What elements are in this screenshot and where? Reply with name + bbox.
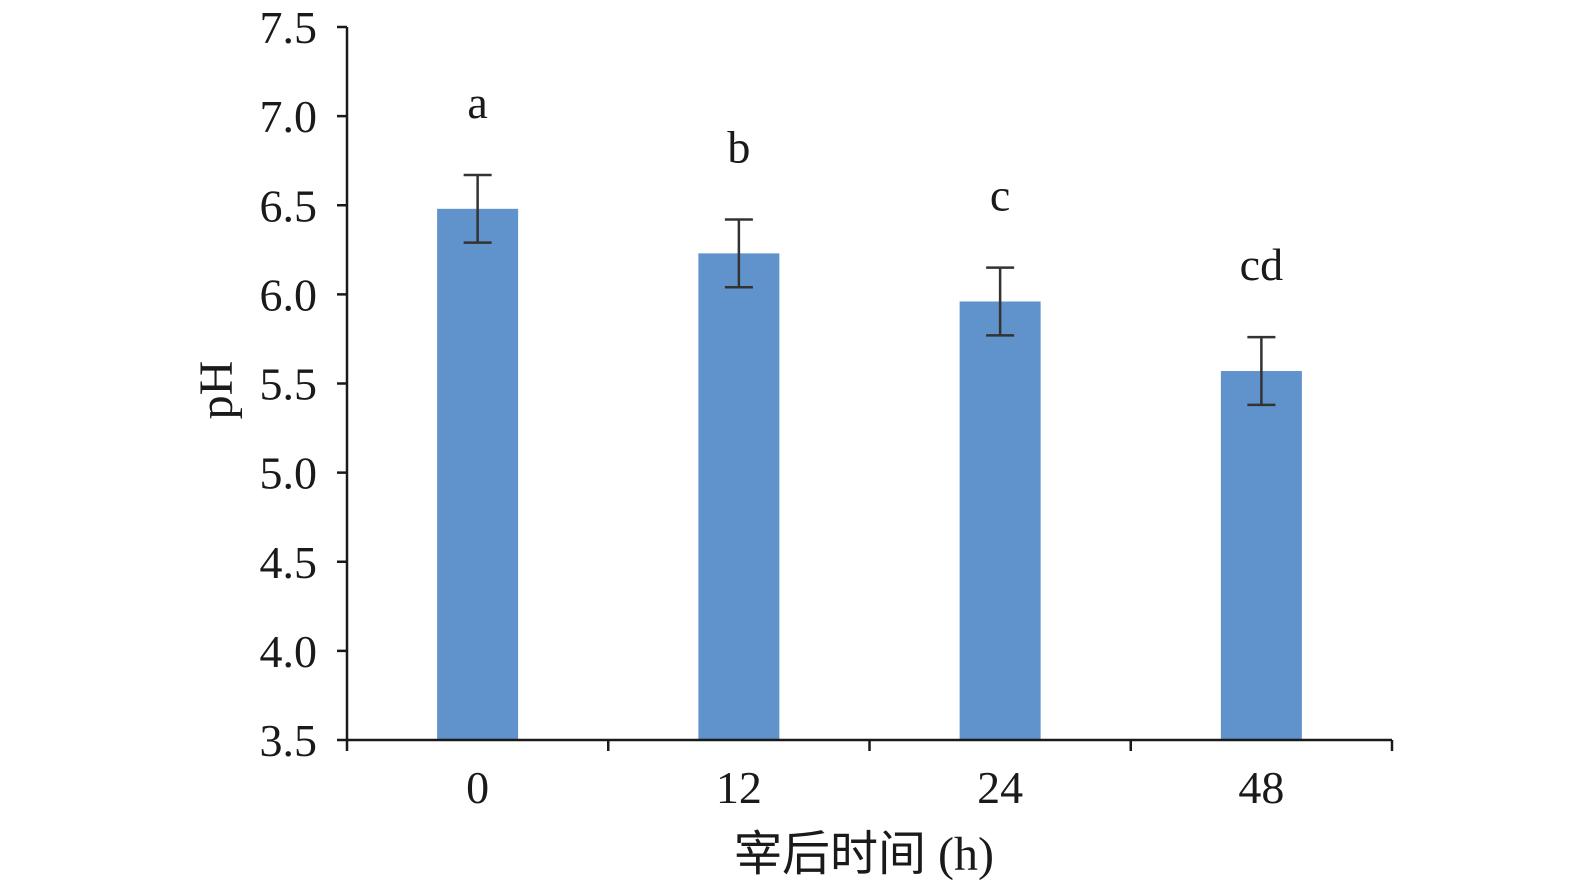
x-tick-label-0: 0 bbox=[466, 762, 489, 813]
x-tick-label-24: 24 bbox=[977, 762, 1023, 813]
axes-layer bbox=[337, 25, 1394, 751]
y-tick-label-4.5: 4.5 bbox=[260, 537, 318, 588]
y-tick-label-6.0: 6.0 bbox=[260, 269, 318, 320]
significance-label-0: a bbox=[467, 77, 487, 128]
y-tick-label-7.0: 7.0 bbox=[260, 91, 318, 142]
y-tick-label-6.5: 6.5 bbox=[260, 180, 318, 231]
y-tick-label-4.0: 4.0 bbox=[260, 626, 318, 677]
error-bar-24 bbox=[986, 266, 1015, 337]
bar-12 bbox=[698, 253, 780, 740]
bars-layer bbox=[437, 208, 1302, 740]
error-bar-48 bbox=[1247, 335, 1276, 407]
x-tick-label-48: 48 bbox=[1238, 762, 1284, 813]
y-tick-label-7.5: 7.5 bbox=[260, 2, 318, 53]
labels-layer: a 0 b 12 c 24 cd 48 3.5 4.0 4.5 5.0 5.5 6.0 6.5 7.0 7.5 bbox=[260, 2, 1285, 813]
error-bar-12 bbox=[724, 218, 753, 289]
significance-label-48: cd bbox=[1240, 239, 1283, 290]
significance-label-12: b bbox=[727, 122, 750, 173]
significance-label-24: c bbox=[990, 170, 1010, 221]
y-axis-label: pH bbox=[190, 361, 243, 420]
x-tick-label-12: 12 bbox=[716, 762, 762, 813]
bar-24 bbox=[959, 301, 1041, 740]
bar-0 bbox=[437, 208, 519, 740]
bar-48 bbox=[1220, 371, 1302, 740]
y-tick-label-3.5: 3.5 bbox=[260, 715, 318, 766]
error-bars-layer bbox=[463, 173, 1276, 407]
y-tick-label-5.0: 5.0 bbox=[260, 448, 318, 499]
error-bar-0 bbox=[463, 173, 492, 244]
y-tick-label-5.5: 5.5 bbox=[260, 359, 318, 410]
x-axis-label: 宰后时间 (h) bbox=[734, 828, 994, 881]
